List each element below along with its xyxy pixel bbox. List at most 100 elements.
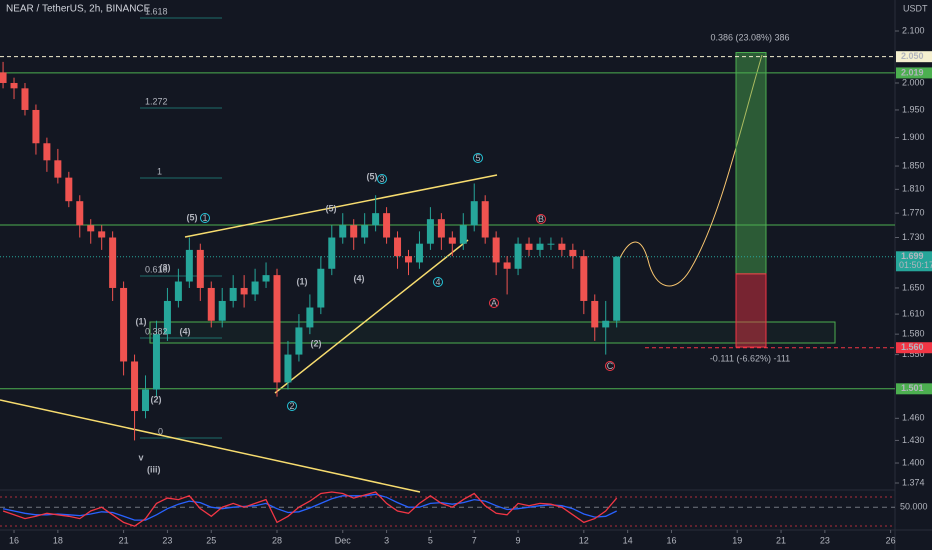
y-tick-label: 1.460 bbox=[902, 413, 925, 423]
candle-body bbox=[470, 201, 478, 226]
y-tick-label: 1.810 bbox=[902, 184, 925, 194]
candle-body bbox=[65, 177, 73, 202]
wave-label: 5 bbox=[475, 153, 480, 163]
candle-body bbox=[558, 243, 566, 250]
x-tick-label: 21 bbox=[119, 535, 129, 545]
y-tick-label: 1.430 bbox=[902, 435, 925, 445]
fib-label: 0.618 bbox=[145, 264, 168, 274]
wave-circle bbox=[473, 153, 483, 163]
candle-body bbox=[547, 243, 555, 245]
candle-body bbox=[394, 237, 402, 257]
price-label: 2.050 bbox=[901, 51, 924, 61]
y-tick-label: 1.580 bbox=[902, 329, 925, 339]
wave-label: (1) bbox=[136, 316, 147, 326]
price-label-box bbox=[896, 51, 932, 63]
chart-title: NEAR / TetherUS, 2h, BINANCE bbox=[6, 4, 151, 15]
y-tick-label: 1.550 bbox=[902, 349, 925, 359]
y-tick-label: 1.770 bbox=[902, 208, 925, 218]
price-label-box bbox=[896, 383, 932, 395]
candle-body bbox=[591, 300, 599, 328]
countdown: 01:50:17 bbox=[899, 260, 932, 270]
candle-body bbox=[54, 160, 62, 178]
trend-line bbox=[274, 239, 469, 394]
candle-body bbox=[196, 249, 204, 288]
candle-body bbox=[613, 256, 621, 321]
candle-body bbox=[481, 201, 489, 238]
projection bbox=[617, 54, 763, 287]
wave-label: (3) bbox=[160, 262, 171, 272]
x-tick-label: 28 bbox=[272, 535, 282, 545]
wave-circle bbox=[200, 213, 210, 223]
fib-label: 1 bbox=[157, 166, 162, 176]
candle-body bbox=[503, 262, 511, 269]
osc-tick-label: 50.000 bbox=[900, 502, 928, 512]
x-tick-label: 7 bbox=[472, 535, 477, 545]
wave-label: (5) bbox=[187, 212, 198, 222]
x-tick-label: 18 bbox=[53, 535, 63, 545]
position-label: 0.386 (23.08%) 386 bbox=[710, 32, 789, 42]
price-label: 1.560 bbox=[901, 342, 924, 352]
y-tick-label: 1.900 bbox=[902, 132, 925, 142]
wave-label: v bbox=[138, 452, 143, 462]
candle-body bbox=[87, 225, 95, 232]
candle-body bbox=[437, 219, 445, 238]
candle-body bbox=[142, 389, 150, 412]
candle-body bbox=[98, 231, 106, 238]
axis-unit: USDT bbox=[903, 3, 928, 13]
candle-body bbox=[536, 243, 544, 250]
wave-circle bbox=[287, 401, 297, 411]
x-tick-label: 21 bbox=[776, 535, 786, 545]
candle-body bbox=[76, 201, 84, 226]
wave-label: 3 bbox=[379, 174, 384, 184]
fib-label: 0.382 bbox=[145, 326, 168, 336]
trend-line bbox=[184, 174, 498, 238]
wave-label: (iii) bbox=[147, 464, 161, 474]
osc-line bbox=[2, 493, 617, 521]
candle-body bbox=[240, 287, 248, 295]
y-tick-label: 1.850 bbox=[902, 160, 925, 170]
candle-body bbox=[415, 243, 423, 263]
candle-body bbox=[174, 281, 182, 301]
candle-body bbox=[218, 300, 226, 321]
wave-label: C bbox=[607, 361, 614, 371]
candle-body bbox=[32, 109, 40, 144]
candle-body bbox=[120, 287, 128, 362]
x-tick-label: 25 bbox=[206, 535, 216, 545]
y-tick-label: 1.610 bbox=[902, 308, 925, 318]
price-label: 2.019 bbox=[901, 67, 924, 77]
fib-label: 1.618 bbox=[145, 6, 168, 16]
candle-body bbox=[602, 320, 610, 328]
wave-circle bbox=[536, 214, 546, 224]
candle-body bbox=[459, 225, 467, 244]
price-label: 1.699 bbox=[901, 251, 924, 261]
fib-label: 0 bbox=[158, 426, 163, 436]
wave-label: (5) bbox=[367, 171, 378, 181]
candle-body bbox=[492, 237, 500, 263]
candle-body bbox=[317, 268, 325, 308]
wave-label: A bbox=[491, 298, 497, 308]
x-tick-label: 19 bbox=[732, 535, 742, 545]
x-tick-label: 5 bbox=[428, 535, 433, 545]
candle-body bbox=[163, 300, 171, 335]
candle-body bbox=[383, 213, 391, 238]
position-target bbox=[735, 52, 767, 275]
x-tick-label: 23 bbox=[820, 535, 830, 545]
x-tick-label: 16 bbox=[666, 535, 676, 545]
candle-body bbox=[372, 213, 380, 226]
fib-label: 1.272 bbox=[145, 96, 168, 106]
candle-body bbox=[525, 243, 533, 250]
candle-body bbox=[152, 334, 160, 390]
candle-body bbox=[251, 281, 259, 295]
wave-circle bbox=[489, 298, 499, 308]
trend-line bbox=[0, 399, 421, 493]
wave-circle bbox=[605, 361, 615, 371]
x-tick-label: Dec bbox=[335, 535, 352, 545]
candle-body bbox=[580, 256, 588, 301]
wave-label: (4) bbox=[180, 326, 191, 336]
candle-body bbox=[262, 275, 270, 282]
wave-label: 4 bbox=[435, 277, 440, 287]
wave-circle bbox=[433, 277, 443, 287]
